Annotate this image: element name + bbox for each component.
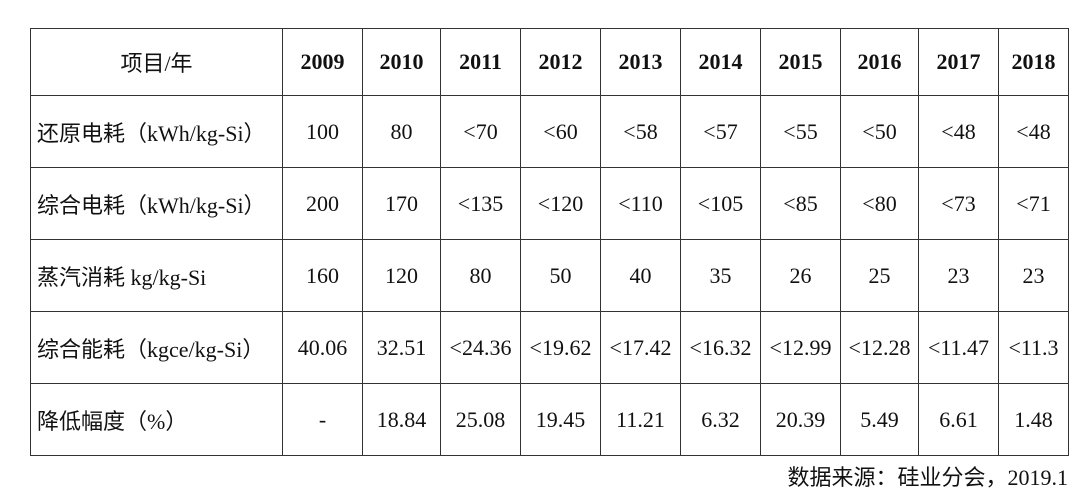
table-cell: 5.49: [840, 383, 919, 456]
table-cell: <57: [680, 95, 761, 168]
table-cell: 1.48: [998, 383, 1069, 456]
table-cell: <17.42: [600, 311, 681, 384]
table-cell: <110: [600, 167, 681, 240]
table-cell: 19.45: [520, 383, 601, 456]
table-cell: 200: [282, 167, 363, 240]
table-cell: 170: [362, 167, 441, 240]
header-cell: 2012: [520, 28, 601, 96]
table-cell: <19.62: [520, 311, 601, 384]
header-cell: 2017: [918, 28, 999, 96]
table-cell: 160: [282, 239, 363, 312]
row-label: 还原电耗（kWh/kg-Si）: [30, 95, 283, 168]
table-row: 综合电耗（kWh/kg-Si） 200 170 <135 <120 <110 <105 <85…: [30, 167, 1069, 240]
header-cell: 2011: [440, 28, 521, 96]
table-cell: <12.28: [840, 311, 919, 384]
table-cell: 25.08: [440, 383, 521, 456]
table-cell: 25: [840, 239, 919, 312]
table-cell: 26: [760, 239, 841, 312]
row-label: 蒸汽消耗 kg/kg-Si: [30, 239, 283, 312]
table-cell: <12.99: [760, 311, 841, 384]
table-cell: 6.32: [680, 383, 761, 456]
table-cell: 20.39: [760, 383, 841, 456]
table-cell: <80: [840, 167, 919, 240]
row-label: 综合能耗（kgce/kg-Si）: [30, 311, 283, 384]
table-cell: <24.36: [440, 311, 521, 384]
header-cell: 2018: [998, 28, 1069, 96]
table-cell: -: [282, 383, 363, 456]
table-row: 降低幅度（%） -18.84 25.08 19.45 11.21 6.32 20.39 5.4…: [30, 383, 1069, 456]
data-table: 项目/年 2009 2010 2011 2012 2013 2014 2015 2016 2017…: [30, 28, 1069, 456]
header-cell: 2009: [282, 28, 363, 96]
table-cell: <55: [760, 95, 841, 168]
table-cell: 50: [520, 239, 601, 312]
table-cell: <71: [998, 167, 1069, 240]
table-row: 蒸汽消耗 kg/kg-Si 160 120 80 50 40 35 26 25 23 23: [30, 239, 1069, 312]
row-label: 综合电耗（kWh/kg-Si）: [30, 167, 283, 240]
table-cell: <60: [520, 95, 601, 168]
table-cell: 35: [680, 239, 761, 312]
table-cell: 100: [282, 95, 363, 168]
table-cell: <58: [600, 95, 681, 168]
table-cell: 80: [440, 239, 521, 312]
table-cell: <11.3: [998, 311, 1069, 384]
table-cell: <105: [680, 167, 761, 240]
table-cell: 11.21: [600, 383, 681, 456]
table-cell: <120: [520, 167, 601, 240]
table-cell: <16.32: [680, 311, 761, 384]
table-cell: 6.61: [918, 383, 999, 456]
header-cell: 2016: [840, 28, 919, 96]
row-label: 降低幅度（%）: [30, 383, 283, 456]
table-cell: <11.47: [918, 311, 999, 384]
table-cell: 23: [998, 239, 1069, 312]
table-cell: <50: [840, 95, 919, 168]
table-cell: <48: [918, 95, 999, 168]
source-note: 数据来源：硅业分会，2019.1: [787, 465, 1068, 490]
table-cell: 40.06: [282, 311, 363, 384]
header-cell: 2014: [680, 28, 761, 96]
table-cell: 32.51: [362, 311, 441, 384]
table-cell: <85: [760, 167, 841, 240]
header-row: 项目/年 2009 2010 2011 2012 2013 2014 2015 2016 2017…: [30, 28, 1069, 96]
header-cell: 2010: [362, 28, 441, 96]
header-cell: 2013: [600, 28, 681, 96]
table-cell: <70: [440, 95, 521, 168]
table-cell: 120: [362, 239, 441, 312]
table-cell: <48: [998, 95, 1069, 168]
table-row: 综合能耗（kgce/kg-Si） 40.06 32.51 <24.36 <19.62 <1…: [30, 311, 1069, 384]
table-row: 还原电耗（kWh/kg-Si） 100 80 <70 <60 <58 <57 <55 <50 <4…: [30, 95, 1069, 168]
header-cell: 2015: [760, 28, 841, 96]
table-cell: <135: [440, 167, 521, 240]
table-cell: 18.84: [362, 383, 441, 456]
table-cell: 23: [918, 239, 999, 312]
table-cell: <73: [918, 167, 999, 240]
table-cell: 40: [600, 239, 681, 312]
header-cell: 项目/年: [30, 28, 283, 96]
table-cell: 80: [362, 95, 441, 168]
